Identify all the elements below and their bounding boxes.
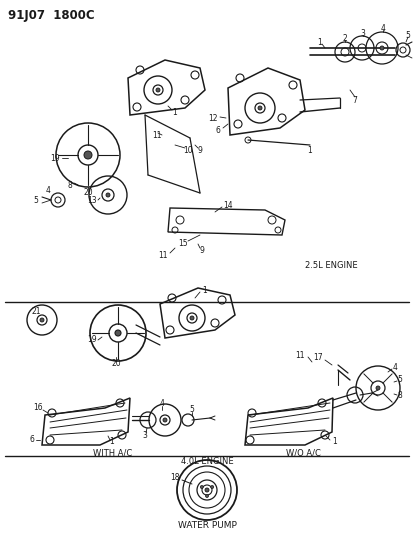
Text: 9: 9 bbox=[199, 246, 204, 254]
Text: 4: 4 bbox=[45, 185, 50, 195]
Text: WITH A/C: WITH A/C bbox=[93, 448, 132, 457]
Text: W/O A/C: W/O A/C bbox=[285, 448, 320, 457]
Circle shape bbox=[156, 88, 159, 92]
Text: 14: 14 bbox=[223, 200, 232, 209]
Text: 13: 13 bbox=[87, 196, 97, 205]
Text: 1: 1 bbox=[202, 286, 207, 295]
Text: 5: 5 bbox=[33, 196, 38, 205]
Text: 4: 4 bbox=[380, 23, 385, 33]
Text: 18: 18 bbox=[170, 473, 179, 482]
Text: 9: 9 bbox=[197, 146, 202, 155]
Text: 5: 5 bbox=[405, 30, 409, 39]
Text: 7: 7 bbox=[352, 95, 356, 104]
Circle shape bbox=[257, 106, 261, 110]
Text: 10: 10 bbox=[183, 146, 192, 155]
Text: 15: 15 bbox=[178, 238, 188, 247]
Text: 21: 21 bbox=[31, 306, 40, 316]
Text: 4.0L ENGINE: 4.0L ENGINE bbox=[180, 457, 233, 466]
Text: 6: 6 bbox=[215, 125, 220, 134]
Text: 1: 1 bbox=[332, 438, 337, 447]
Circle shape bbox=[210, 486, 213, 489]
Circle shape bbox=[40, 318, 44, 322]
Text: 20: 20 bbox=[111, 359, 121, 367]
Circle shape bbox=[190, 316, 194, 320]
Circle shape bbox=[379, 46, 383, 50]
Text: 1: 1 bbox=[317, 37, 322, 46]
Circle shape bbox=[200, 486, 203, 489]
Text: 6: 6 bbox=[29, 435, 34, 445]
Circle shape bbox=[205, 495, 208, 497]
Text: 91J07  1800C: 91J07 1800C bbox=[8, 9, 95, 21]
Text: 12: 12 bbox=[208, 114, 217, 123]
Text: 1: 1 bbox=[307, 146, 312, 155]
Text: WATER PUMP: WATER PUMP bbox=[177, 521, 236, 529]
Text: 17: 17 bbox=[312, 353, 322, 362]
Text: 8: 8 bbox=[67, 181, 72, 190]
Circle shape bbox=[204, 488, 209, 492]
Text: 4: 4 bbox=[392, 362, 396, 372]
Text: 1: 1 bbox=[109, 438, 114, 447]
Circle shape bbox=[84, 151, 92, 159]
Text: 5: 5 bbox=[189, 406, 194, 415]
Text: 2.5L ENGINE: 2.5L ENGINE bbox=[304, 261, 357, 270]
Text: 4: 4 bbox=[159, 400, 164, 408]
Text: 1: 1 bbox=[172, 108, 177, 117]
Circle shape bbox=[375, 386, 379, 390]
Text: 19: 19 bbox=[50, 154, 59, 163]
Text: 11: 11 bbox=[158, 251, 167, 260]
Text: 3: 3 bbox=[142, 431, 147, 440]
Text: 11: 11 bbox=[294, 351, 304, 359]
Text: 19: 19 bbox=[87, 335, 97, 344]
Text: 5: 5 bbox=[396, 376, 401, 384]
Text: 3: 3 bbox=[360, 28, 365, 37]
Text: 8: 8 bbox=[396, 391, 401, 400]
Text: 11: 11 bbox=[152, 131, 161, 140]
Circle shape bbox=[115, 330, 121, 336]
Text: 16: 16 bbox=[33, 403, 43, 413]
Circle shape bbox=[106, 193, 110, 197]
Text: 20: 20 bbox=[83, 188, 93, 197]
Circle shape bbox=[163, 418, 166, 422]
Text: 2: 2 bbox=[342, 34, 347, 43]
